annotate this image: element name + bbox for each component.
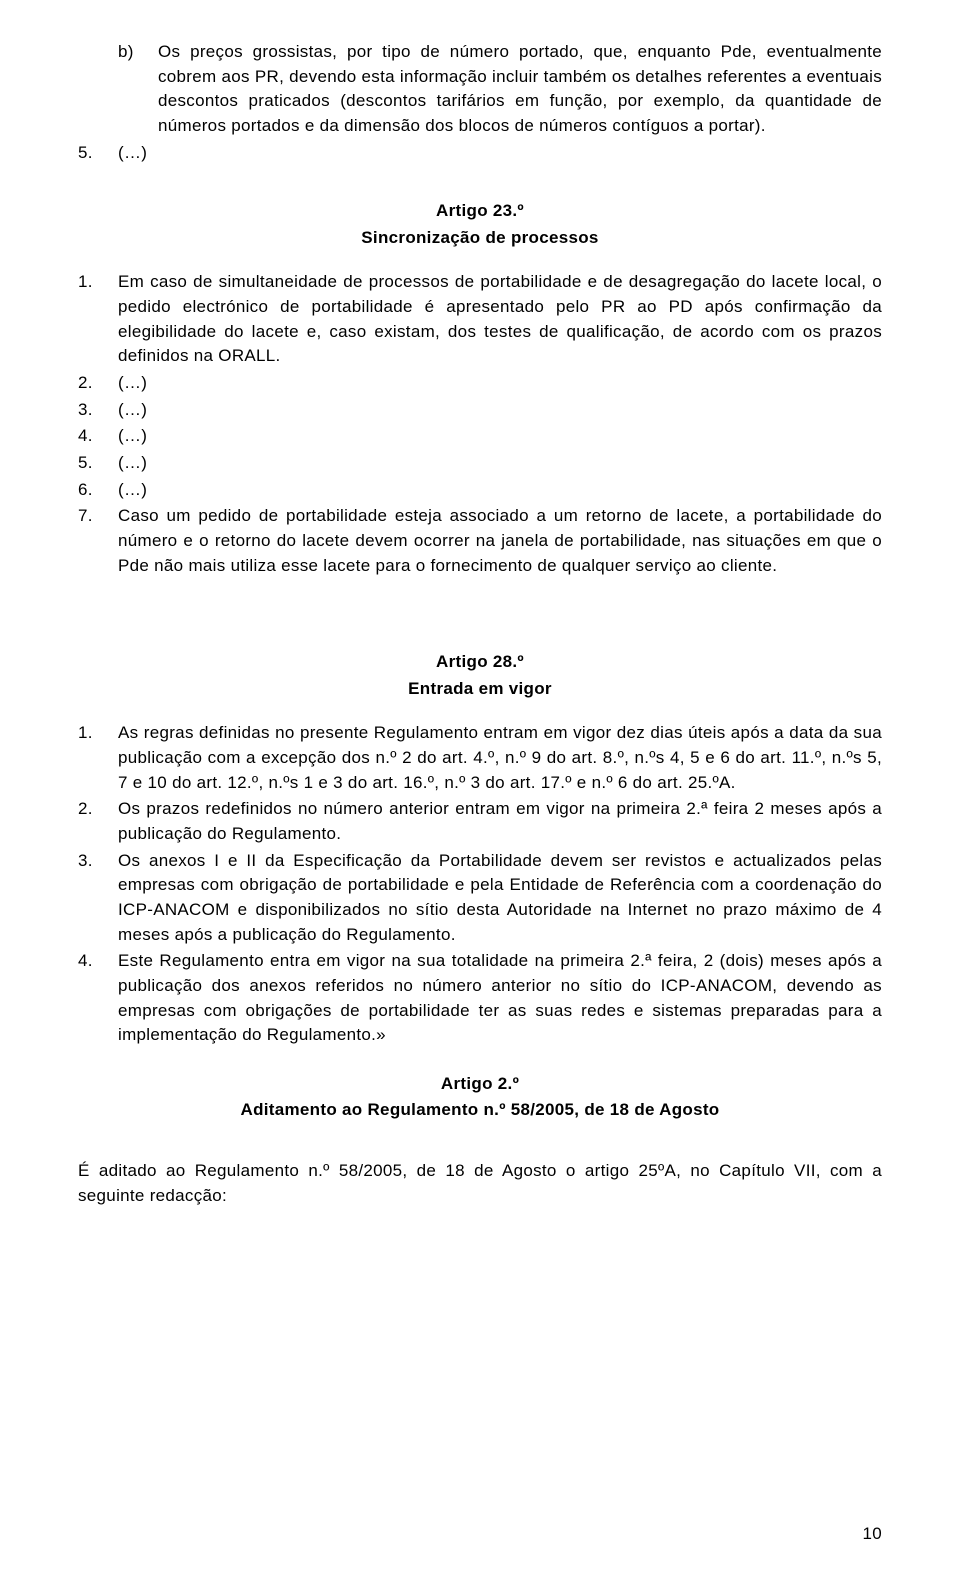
art28-item-1: 1. As regras definidas no presente Regul… xyxy=(78,721,882,795)
art23-text: (…) xyxy=(118,398,882,423)
art28-item-3: 3. Os anexos I e II da Especificação da … xyxy=(78,849,882,948)
art23-item-7: 7. Caso um pedido de portabilidade estej… xyxy=(78,504,882,578)
art28-marker: 3. xyxy=(78,849,118,948)
intro-sub-text: Os preços grossistas, por tipo de número… xyxy=(158,40,882,139)
art28-text: As regras definidas no presente Regulame… xyxy=(118,721,882,795)
intro-sub-marker: b) xyxy=(118,40,158,139)
art28-item-4: 4. Este Regulamento entra em vigor na su… xyxy=(78,949,882,1048)
art28-title-line1: Artigo 28.º xyxy=(78,650,882,675)
art23-marker: 7. xyxy=(78,504,118,578)
art23-text: Caso um pedido de portabilidade esteja a… xyxy=(118,504,882,578)
art23-marker: 1. xyxy=(78,270,118,369)
art28-title-line2: Entrada em vigor xyxy=(78,677,882,702)
art28-text: Este Regulamento entra em vigor na sua t… xyxy=(118,949,882,1048)
art23-marker: 6. xyxy=(78,478,118,503)
art23-text: Em caso de simultaneidade de processos d… xyxy=(118,270,882,369)
art23-marker: 4. xyxy=(78,424,118,449)
art23-text: (…) xyxy=(118,371,882,396)
art28-text: Os prazos redefinidos no número anterior… xyxy=(118,797,882,846)
art28-marker: 2. xyxy=(78,797,118,846)
art23-item-3: 3. (…) xyxy=(78,398,882,423)
art23-title-line2: Sincronização de processos xyxy=(78,226,882,251)
art23-title-line1: Artigo 23.º xyxy=(78,199,882,224)
intro-sub-item: b) Os preços grossistas, por tipo de núm… xyxy=(78,40,882,139)
art23-marker: 2. xyxy=(78,371,118,396)
art28-item-2: 2. Os prazos redefinidos no número anter… xyxy=(78,797,882,846)
art23-item-6: 6. (…) xyxy=(78,478,882,503)
art23-item-5: 5. (…) xyxy=(78,451,882,476)
art28-marker: 4. xyxy=(78,949,118,1048)
art23-text: (…) xyxy=(118,478,882,503)
art23-marker: 5. xyxy=(78,451,118,476)
page-number: 10 xyxy=(862,1522,882,1547)
art28-text: Os anexos I e II da Especificação da Por… xyxy=(118,849,882,948)
art23-text: (…) xyxy=(118,424,882,449)
art23-item-1: 1. Em caso de simultaneidade de processo… xyxy=(78,270,882,369)
art2-title-line2: Aditamento ao Regulamento n.º 58/2005, d… xyxy=(78,1098,882,1123)
art23-item-2: 2. (…) xyxy=(78,371,882,396)
intro-text: (…) xyxy=(118,141,882,166)
art23-marker: 3. xyxy=(78,398,118,423)
art23-text: (…) xyxy=(118,451,882,476)
art23-item-4: 4. (…) xyxy=(78,424,882,449)
art28-marker: 1. xyxy=(78,721,118,795)
art2-title-line1: Artigo 2.º xyxy=(78,1072,882,1097)
intro-item: 5. (…) xyxy=(78,141,882,166)
art2-paragraph: É aditado ao Regulamento n.º 58/2005, de… xyxy=(78,1159,882,1208)
intro-marker: 5. xyxy=(78,141,118,166)
